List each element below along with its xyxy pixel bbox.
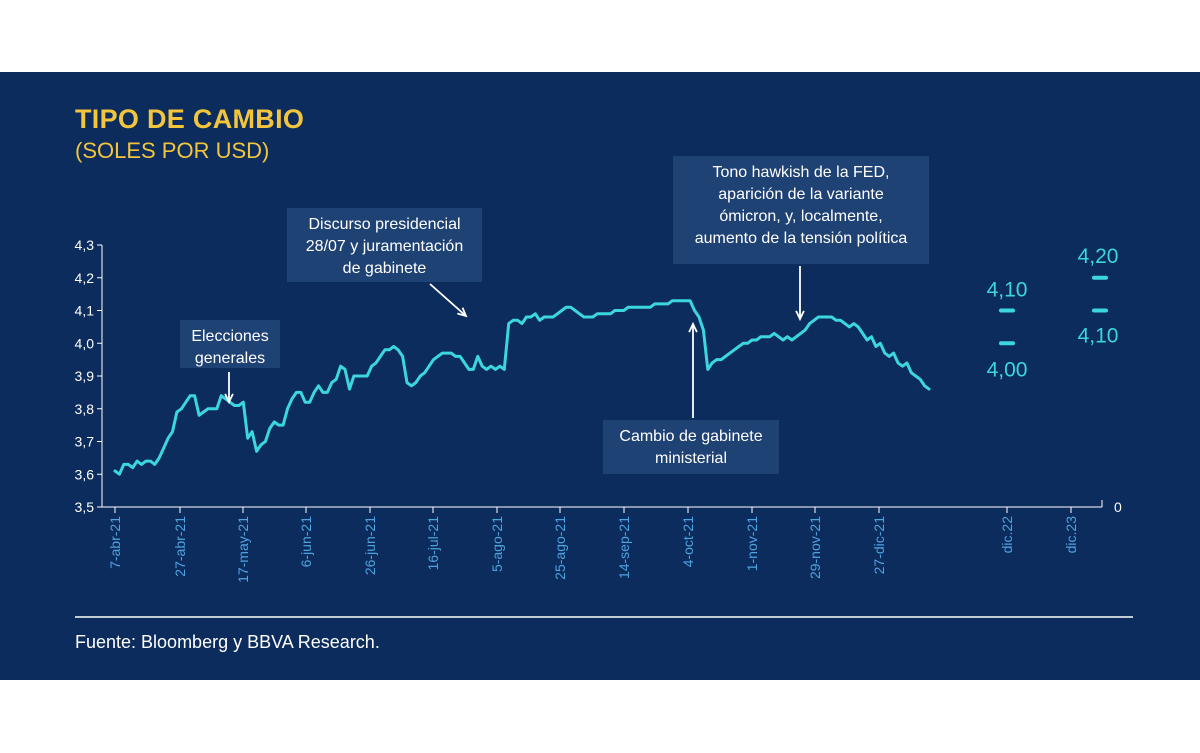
- annotation: Discurso presidencial 28/07 y juramentaci…: [287, 208, 482, 318]
- chart-panel: [0, 72, 1200, 680]
- x-tick-label: dic.22: [999, 516, 1015, 554]
- x-tick-label: 4-oct-21: [680, 516, 696, 568]
- annotation-text: 28/07 y juramentación: [306, 238, 463, 255]
- annotation-arrowhead: [795, 310, 805, 322]
- annotation-text: Cambio de gabinete: [619, 428, 762, 445]
- annotation-text: Discurso presidencial: [308, 216, 460, 233]
- y-tick-label: 3,7: [75, 434, 95, 450]
- x-tick-label: 17-may-21: [235, 516, 251, 583]
- annotation-box: [180, 320, 280, 368]
- annotation-box: [603, 420, 779, 474]
- x-tick-label: 27-abr-21: [172, 516, 188, 577]
- annotation-text: aumento de la tensión política: [695, 230, 908, 247]
- annotation: Cambio de gabinete ministerial: [603, 321, 779, 474]
- annotation-text: ómicron, y, localmente,: [719, 208, 882, 225]
- annotation-arrowhead: [457, 307, 468, 318]
- annotation-arrowhead: [224, 393, 234, 405]
- y-tick-label: 3,5: [75, 499, 95, 515]
- x-tick-label: 6-jun-21: [298, 516, 314, 568]
- x-tick-label: dic.23: [1063, 516, 1079, 554]
- annotation-text: Tono hawkish de la FED,: [713, 164, 890, 181]
- x-tick-label: 25-ago-21: [552, 516, 568, 580]
- forecast-label: 4,10: [987, 279, 1028, 302]
- forecast-label: 4,00: [987, 358, 1028, 381]
- x-tick-label: 1-nov-21: [744, 516, 760, 571]
- annotation-box: [673, 156, 929, 264]
- annotation-text: de gabinete: [343, 260, 427, 277]
- right-axis-label: 0: [1114, 499, 1122, 515]
- y-tick-label: 4,0: [75, 335, 95, 351]
- forecast-label: 4,10: [1078, 325, 1119, 348]
- annotation-box: [287, 208, 482, 282]
- chart-title: TIPO DE CAMBIO: [75, 104, 305, 134]
- annotation: Elecciones generales: [180, 320, 280, 405]
- annotation-text: ministerial: [655, 450, 727, 467]
- forecast-label: 4,20: [1078, 245, 1119, 268]
- y-tick-label: 3,6: [75, 466, 95, 482]
- x-tick-label: 29-nov-21: [807, 516, 823, 579]
- y-tick-label: 3,9: [75, 368, 95, 384]
- y-tick-label: 4,3: [75, 237, 95, 253]
- x-tick-label: 26-jun-21: [362, 516, 378, 575]
- annotation-text: Elecciones: [191, 328, 268, 345]
- chart-subtitle: (SOLES POR USD): [75, 138, 270, 163]
- x-tick-label: 5-ago-21: [489, 516, 505, 572]
- exchange-rate-line: [113, 299, 931, 476]
- annotation-arrowhead: [688, 321, 698, 333]
- chart-source: Fuente: Bloomberg y BBVA Research.: [75, 632, 380, 652]
- annotation-arrow: [429, 283, 467, 317]
- x-tick-label: 16-jul-21: [425, 516, 441, 571]
- annotation-text: aparición de la variante: [718, 186, 884, 203]
- x-tick-label: 14-sep-21: [616, 516, 632, 579]
- y-tick-label: 4,1: [75, 303, 95, 319]
- x-tick-label: 27-dic-21: [871, 516, 887, 575]
- y-tick-label: 3,8: [75, 401, 95, 417]
- x-tick-label: 7-abr-21: [107, 516, 123, 569]
- annotation: Tono hawkish de la FED, aparición de la v…: [673, 156, 929, 322]
- annotation-text: generales: [195, 350, 265, 367]
- y-tick-label: 4,2: [75, 270, 95, 286]
